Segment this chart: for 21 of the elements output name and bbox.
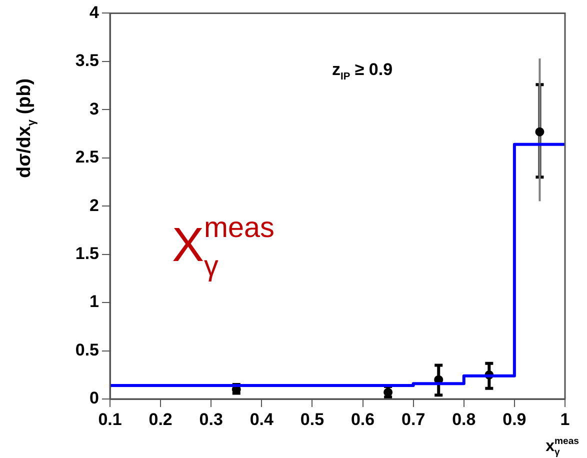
x-tick-label: 0.5 [300,410,324,429]
x-tick-label: 0.8 [452,410,476,429]
x-tick-label: 0.2 [148,410,172,429]
y-axis-title: dσ/dxγ (pb) [14,78,38,178]
y-tick-label: 0 [90,388,99,408]
y-tick-label: 2.5 [75,148,99,167]
y-tick-label: 1.5 [75,244,99,264]
x-tick-label: 1 [560,410,570,429]
y-tick-label: 4 [90,2,100,22]
y-tick-label: 1 [90,292,99,312]
y-tick-label: 2 [90,196,99,215]
x-tick-label: 0.4 [250,410,274,429]
x-tick-label: 0.1 [98,410,122,429]
y-tick-label: 3.5 [75,51,99,70]
x-tick-label: 0.3 [199,410,223,429]
y-tick-label: 0.5 [75,340,99,360]
x-tick-label: 0.9 [502,410,526,429]
point [535,127,544,136]
x-tick-label: 0.7 [402,410,426,429]
x-tick-label: 0.6 [350,410,375,429]
y-tick-label: 3 [90,99,99,118]
